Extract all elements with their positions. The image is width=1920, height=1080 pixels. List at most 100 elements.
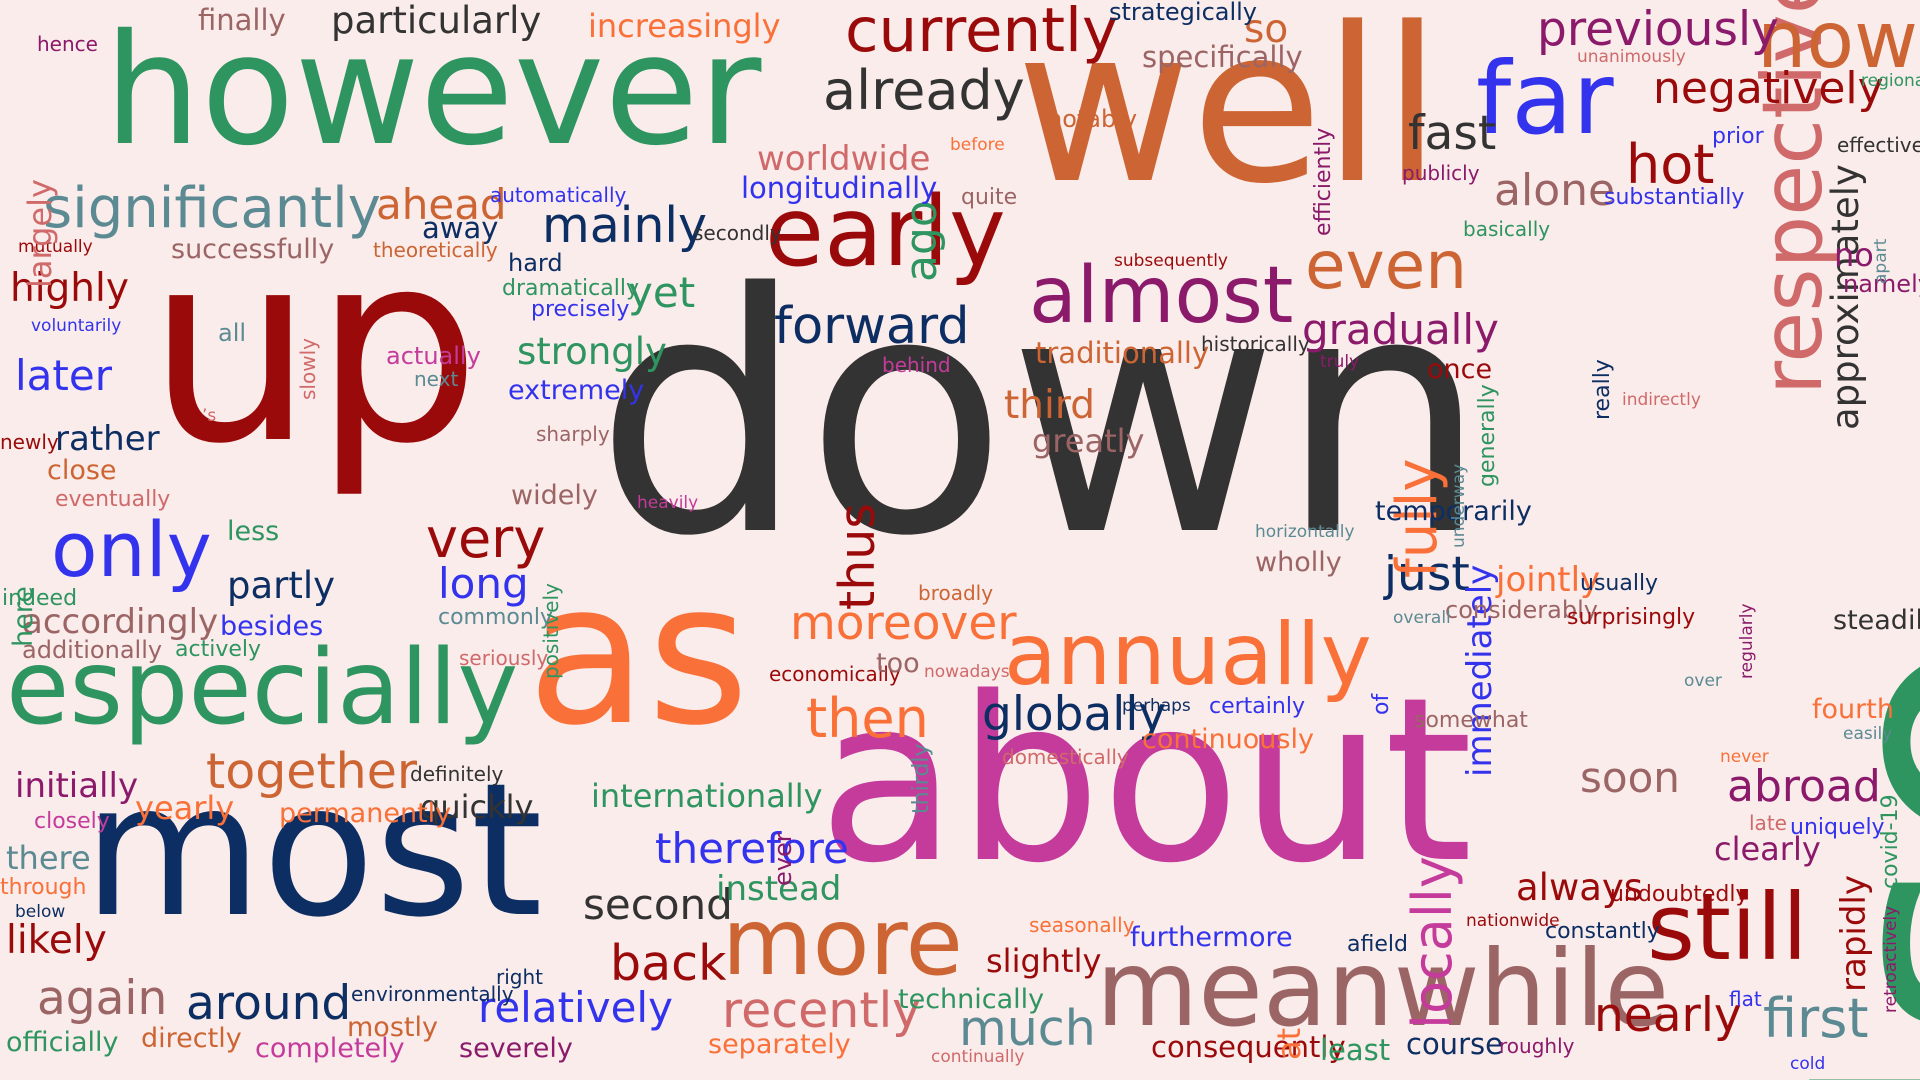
word-hot: hot [1626,133,1715,196]
word-yet: yet [628,268,696,317]
word-alone: alone [1494,165,1616,216]
word-late: late [1749,811,1787,835]
word-besides: besides [220,611,324,642]
word-slowly: slowly [296,338,320,400]
word-quite: quite [961,185,1018,210]
word-indeed: indeed [2,586,78,611]
word-domestically: domestically [1002,745,1129,769]
word-publicly: publicly [1402,161,1480,185]
word-horizontally: horizontally [1255,522,1355,542]
word-regularly: regularly [1737,603,1757,679]
word-hence: hence [37,32,98,56]
word-even: even [1305,227,1468,304]
word-efficiently: efficiently [1311,127,1336,236]
word-much: much [959,1000,1096,1057]
word-apart: apart [1871,238,1891,284]
word-mostly: mostly [347,1012,438,1043]
word-jointly: jointly [1496,560,1601,600]
word-already: already [823,59,1025,122]
word-cold: cold [1790,1054,1826,1074]
word-always: always [1516,866,1644,909]
word-namely: namely [1843,270,1920,298]
word-consequently: consequently [1151,1030,1346,1064]
word-no: no [1834,236,1874,274]
word-closely: closely [34,809,110,834]
word-significantly: significantly [43,176,381,241]
word-mainly: mainly [542,197,708,254]
word-secondly: secondly [693,221,782,245]
word-strategically: strategically [1109,0,1258,26]
word-certainly: certainly [1209,694,1305,719]
word-initially: initially [15,766,139,806]
word-fast: fast [1408,106,1497,161]
word-officially: officially [6,1027,119,1058]
word-over: over [1684,671,1722,691]
word-temporarily: temporarily [1375,496,1532,527]
word-long: long [438,559,529,608]
word-negatively: negatively [1653,63,1884,114]
word-continuously: continuously [1142,724,1314,755]
word-nearly: nearly [1594,988,1742,1043]
word-as: as [527,541,750,769]
word-increasingly: increasingly [588,7,781,45]
word-thirdly: thirdly [909,743,934,814]
word-up: up [147,196,481,502]
word-voluntarily: voluntarily [31,316,122,336]
word-perhaps: perhaps [1122,696,1191,716]
word-somewhat: somewhat [1414,708,1528,733]
word-directly: directly [141,1023,242,1054]
word-positively: positively [539,583,563,679]
word-then: then [806,687,929,750]
word-soon: soon [1580,753,1680,802]
word-likely: likely [6,918,107,963]
word-next: next [414,367,459,391]
word-mutually: mutually [18,237,93,257]
word-particularly: particularly [331,0,542,42]
word-abroad: abroad [1727,761,1881,812]
word-at: at [1270,1027,1308,1060]
word-relatively: relatively [478,983,673,1032]
word-underway: underway [1449,463,1469,548]
word-continually: continually [931,1047,1025,1067]
word-back: back [610,935,727,992]
word-before: before [950,135,1005,155]
word-internationally: internationally [591,777,823,815]
word-afield: afield [1347,932,1408,957]
word-very: very [426,507,546,570]
word-really: really [1590,359,1615,420]
word-truly: truly [1320,352,1360,372]
word-more: more [722,888,963,996]
word-indirectly: indirectly [1622,390,1701,410]
word-annually: annually [1004,605,1372,705]
word-less: less [227,516,280,547]
word-locally: locally [1401,856,1464,1029]
word-undoubtedly: undoubtedly [1610,882,1749,907]
word-moreover: moreover [790,596,1017,651]
word-far: far [1476,40,1614,157]
word-currently: currently [845,0,1119,66]
word-early: early [765,176,1006,288]
word-there: there [6,839,91,877]
word-substantially: substantially [1604,185,1745,210]
word-through: through [0,875,87,900]
word-usually: usually [1580,571,1659,596]
word-quickly: quickly [420,788,534,826]
word-uniquely: uniquely [1790,815,1885,840]
word-basically: basically [1463,217,1551,241]
word-all: all [218,319,247,347]
word-below: below [15,902,66,922]
word-right: right [496,965,543,989]
word-finally: finally [198,3,286,37]
word-flat: flat [1729,987,1762,1011]
word-s: ’s [202,406,217,426]
word-definitely: definitely [410,762,504,786]
word-specifically: specifically [1142,40,1303,74]
word-previously: previously [1537,2,1779,57]
word-only: only [51,505,212,594]
word-well: well [1016,0,1442,231]
word-furthermore: furthermore [1130,922,1293,953]
word-roughly: roughly [1499,1034,1575,1058]
word-together: together [206,743,418,800]
word-ago: ago [896,200,947,282]
word-nationwide: nationwide [1466,911,1560,931]
